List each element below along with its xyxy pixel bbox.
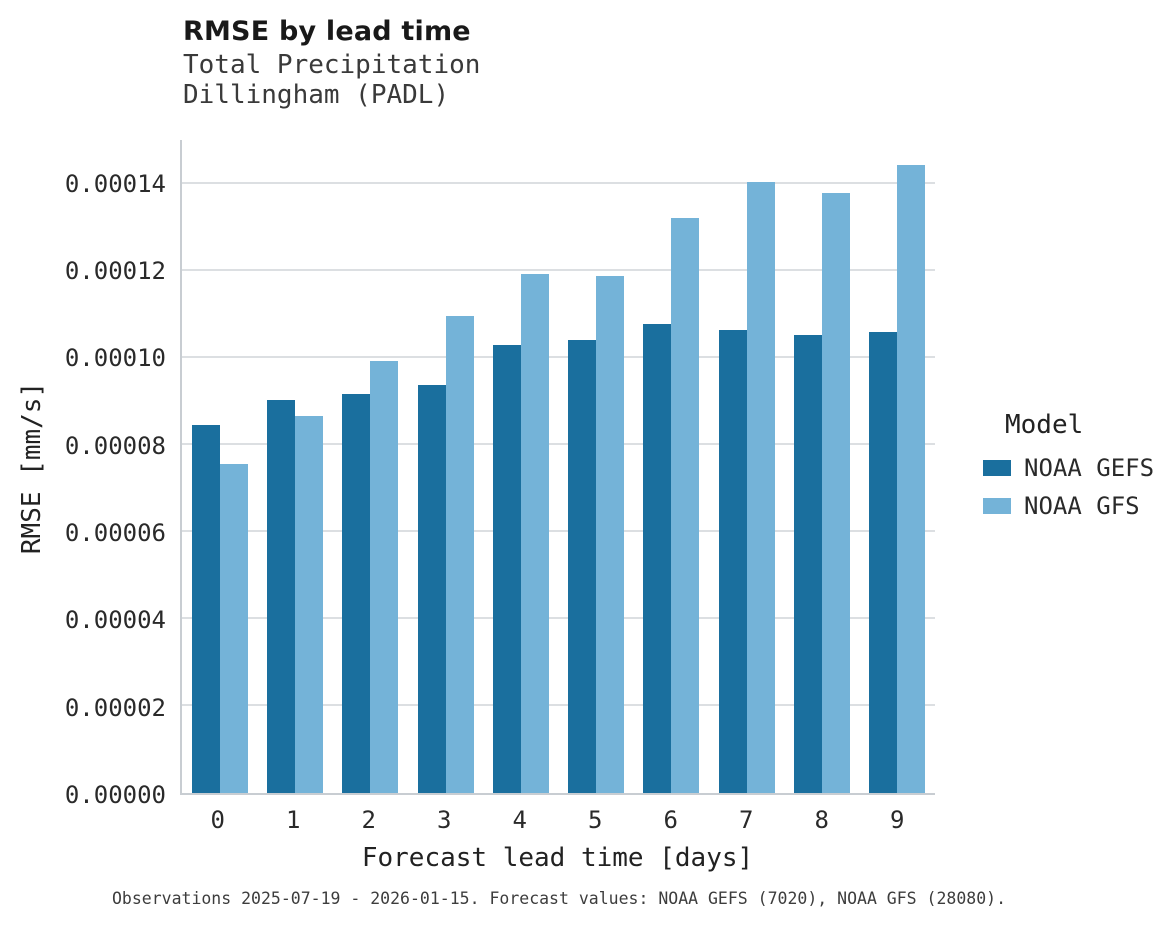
bar-noaa-gefs xyxy=(492,344,521,793)
y-tick-label: 0.00006 xyxy=(64,519,166,547)
x-tick-label: 3 xyxy=(437,806,452,834)
bar-group-lead-0 xyxy=(182,140,257,793)
y-tick-label: 0.00012 xyxy=(64,257,166,285)
x-axis-label: Forecast lead time [days] xyxy=(361,843,754,873)
bar-noaa-gfs xyxy=(520,274,549,793)
legend-entries: NOAA GEFS NOAA GFS xyxy=(983,454,1154,520)
gridline xyxy=(182,442,935,445)
bar-group-lead-3 xyxy=(408,140,483,793)
chart-subtitle-location: Dillingham (PADL) xyxy=(183,80,450,110)
gridline xyxy=(182,355,935,358)
y-tick-label: 0.00014 xyxy=(64,169,166,198)
x-tick-label: 7 xyxy=(739,806,754,834)
y-axis-tick-labels: 0.00000 0.00002 0.00004 0.00006 0.00008 0.000… xyxy=(0,140,166,809)
y-tick-label: 0.00004 xyxy=(64,606,166,635)
bar-noaa-gfs xyxy=(294,416,323,793)
legend-swatch xyxy=(983,460,1011,476)
legend-label: NOAA GFS xyxy=(1024,492,1140,520)
x-tick-label: 2 xyxy=(361,806,376,834)
bar-noaa-gefs xyxy=(718,330,747,793)
bar-group-lead-1 xyxy=(257,140,332,793)
legend-swatch xyxy=(983,498,1011,514)
bar-noaa-gefs xyxy=(794,334,823,793)
legend-entry: NOAA GEFS xyxy=(983,454,1154,482)
bar-noaa-gfs xyxy=(219,464,248,793)
gridline xyxy=(182,181,935,184)
bar-noaa-gfs xyxy=(897,164,926,793)
y-tick-label: 0.00002 xyxy=(64,693,166,722)
x-tick-label: 1 xyxy=(286,806,301,834)
bar-group-lead-4 xyxy=(483,140,558,793)
caption: Observations 2025-07-19 - 2026-01-15. Fo… xyxy=(111,889,1007,908)
bar-group-lead-6 xyxy=(634,140,709,793)
bar-noaa-gefs xyxy=(342,393,371,793)
legend: Model NOAA GEFS NOAA GFS xyxy=(983,410,1154,530)
chart-subtitle-variable: Total Precipitation xyxy=(183,50,481,80)
legend-title: Model xyxy=(1005,410,1084,440)
x-tick-label: 9 xyxy=(890,806,905,834)
chart-title: RMSE by lead time xyxy=(183,16,471,47)
bar-group-lead-2 xyxy=(333,140,408,793)
gridline xyxy=(182,703,935,706)
bar-noaa-gfs xyxy=(445,316,474,793)
bar-noaa-gfs xyxy=(822,193,851,793)
bar-noaa-gefs xyxy=(869,332,898,793)
legend-label: NOAA GEFS xyxy=(1024,454,1155,482)
bar-group-lead-9 xyxy=(860,140,935,793)
y-tick-label: 0.00008 xyxy=(64,431,166,460)
bar-noaa-gfs xyxy=(746,182,775,793)
x-tick-label: 5 xyxy=(588,806,603,834)
x-tick-label: 6 xyxy=(663,806,678,834)
gridline xyxy=(182,529,935,532)
bar-noaa-gefs xyxy=(417,384,446,793)
gridline xyxy=(182,268,935,271)
bar-group-lead-5 xyxy=(558,140,633,793)
x-tick-label: 4 xyxy=(512,806,527,834)
gridline xyxy=(182,616,935,619)
plot-area xyxy=(180,140,935,795)
legend-entry: NOAA GFS xyxy=(983,492,1154,520)
bar-group-lead-7 xyxy=(709,140,784,793)
y-tick-label: 0.00000 xyxy=(64,781,166,809)
x-tick-label: 8 xyxy=(814,806,829,834)
y-tick-label: 0.00010 xyxy=(64,344,166,373)
bar-noaa-gfs xyxy=(370,360,399,793)
bar-noaa-gfs xyxy=(596,275,625,793)
bar-noaa-gfs xyxy=(671,217,700,793)
bar-noaa-gefs xyxy=(266,399,295,793)
x-tick-label: 0 xyxy=(210,806,225,834)
bar-noaa-gefs xyxy=(643,323,672,793)
bar-noaa-gefs xyxy=(568,340,597,793)
x-axis-tick-labels: 0 1 2 3 4 5 6 7 8 9 xyxy=(180,806,935,834)
bar-noaa-gefs xyxy=(191,425,220,793)
bar-group-lead-8 xyxy=(784,140,859,793)
